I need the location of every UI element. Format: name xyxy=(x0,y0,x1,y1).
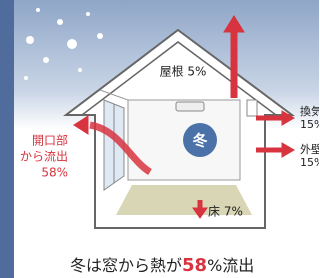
caption-highlight: 58 xyxy=(182,255,207,276)
openings-line: から流出 xyxy=(20,150,68,164)
wall-value: 15% xyxy=(300,156,319,169)
season-badge: 冬 xyxy=(192,132,207,150)
openings-line: 58% xyxy=(41,166,68,180)
roof-label: 屋根 5% xyxy=(160,65,207,79)
aircon xyxy=(176,102,204,111)
left-band xyxy=(0,0,14,278)
openings-line: 開口部 xyxy=(32,133,68,148)
caption-suffix: %流出 xyxy=(207,256,254,275)
heat-loss-diagram: 冬 屋根 5% 換気 15% 外壁 15% 開口部 から流出 58% 床 7% … xyxy=(0,0,319,278)
ventilation-name: 換気 xyxy=(300,104,319,118)
ventilation-value: 15% xyxy=(300,118,319,131)
caption: 冬は窓から熱が58%流出 xyxy=(70,255,254,276)
caption-prefix: 冬は窓から熱が xyxy=(70,256,182,275)
page: 冬 屋根 5% 換気 15% 外壁 15% 開口部 から流出 58% 床 7% … xyxy=(0,0,320,278)
vent xyxy=(247,100,257,116)
wall-name: 外壁 xyxy=(300,142,319,156)
floor-label: 床 7% xyxy=(208,205,243,219)
